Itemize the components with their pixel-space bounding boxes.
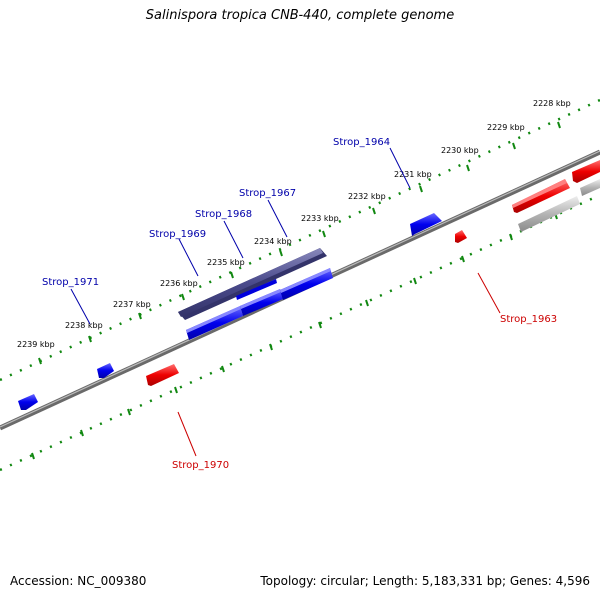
gene-labels: Strop_1964 Strop_1967 Strop_1968 Strop_1… bbox=[42, 137, 557, 471]
gene-label-strop-1969: Strop_1969 bbox=[149, 229, 206, 240]
scale-labels: 2228 kbp 2229 kbp 2230 kbp 2231 kbp 2232… bbox=[17, 99, 571, 349]
map-title: Salinispora tropica CNB-440, complete ge… bbox=[145, 8, 455, 23]
inner-tick-track bbox=[0, 193, 600, 472]
reverse-genes[interactable] bbox=[146, 160, 600, 386]
svg-text:2237 kbp: 2237 kbp bbox=[113, 300, 151, 309]
inner-major-ticks bbox=[31, 212, 558, 460]
pseudo-gene[interactable] bbox=[518, 179, 600, 232]
svg-text:2233 kbp: 2233 kbp bbox=[301, 214, 339, 223]
accession-text: Accession: NC_009380 bbox=[10, 574, 147, 588]
svg-text:2232 kbp: 2232 kbp bbox=[348, 192, 386, 201]
outer-tick-track bbox=[0, 98, 600, 382]
gene-label-strop-1964: Strop_1964 bbox=[333, 137, 390, 148]
svg-text:2234 kbp: 2234 kbp bbox=[254, 237, 292, 246]
svg-text:2228 kbp: 2228 kbp bbox=[533, 99, 571, 108]
label-leaders bbox=[70, 147, 501, 457]
selected-gene[interactable] bbox=[178, 248, 327, 320]
svg-text:2231 kbp: 2231 kbp bbox=[394, 170, 432, 179]
gene-label-strop-1971: Strop_1971 bbox=[42, 277, 99, 288]
outer-major-ticks bbox=[38, 121, 561, 365]
svg-text:2235 kbp: 2235 kbp bbox=[207, 258, 245, 267]
gene-label-strop-1963: Strop_1963 bbox=[500, 314, 557, 325]
gene-label-strop-1968: Strop_1968 bbox=[195, 209, 252, 220]
topology-text: Topology: circular; Length: 5,183,331 bp… bbox=[260, 574, 590, 588]
gene-label-strop-1970: Strop_1970 bbox=[172, 460, 229, 471]
forward-genes[interactable] bbox=[18, 213, 442, 410]
gene-label-strop-1967: Strop_1967 bbox=[239, 188, 296, 199]
svg-text:2230 kbp: 2230 kbp bbox=[441, 146, 479, 155]
svg-text:2229 kbp: 2229 kbp bbox=[487, 123, 525, 132]
svg-text:2236 kbp: 2236 kbp bbox=[160, 279, 198, 288]
svg-text:2239 kbp: 2239 kbp bbox=[17, 340, 55, 349]
svg-text:2238 kbp: 2238 kbp bbox=[65, 321, 103, 330]
